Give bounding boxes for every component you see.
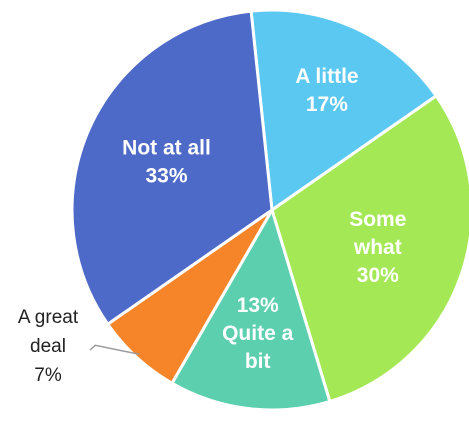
slice-label-a-great-deal: A great deal 7%	[18, 307, 79, 386]
slice-label-some-what: Some what 30%	[349, 208, 406, 287]
